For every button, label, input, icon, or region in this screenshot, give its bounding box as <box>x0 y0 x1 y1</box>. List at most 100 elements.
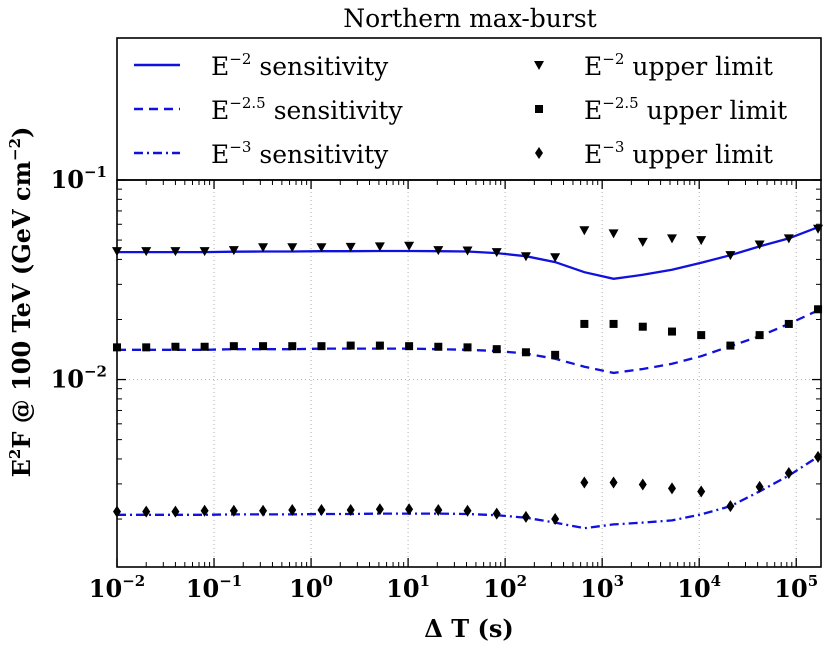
marker-triangle <box>608 229 619 239</box>
marker-diamond <box>784 467 793 480</box>
marker-diamond <box>200 504 209 517</box>
y-tick-label: 10−1 <box>51 163 107 194</box>
marker-triangle <box>228 246 239 256</box>
marker-triangle <box>462 246 473 256</box>
marker-square <box>638 322 647 331</box>
marker-square <box>551 350 560 359</box>
marker-square <box>521 348 530 357</box>
legend-label-e2-sensitivity: E−2 sensitivity <box>211 50 389 81</box>
legend: E−2 sensitivity E−2.5 sensitivity E−3 sensi… <box>134 50 787 169</box>
marker-triangle <box>783 234 794 244</box>
x-tick-label: 100 <box>289 572 333 603</box>
marker-square <box>492 345 501 354</box>
marker-square <box>405 342 414 351</box>
marker-square <box>434 342 443 351</box>
legend-marker-diamond <box>535 147 543 159</box>
x-tick-label: 102 <box>483 572 527 603</box>
x-tick-label: 104 <box>677 572 721 603</box>
y-tick-labels: 10−1 10−2 <box>51 163 107 394</box>
legend-marker-square <box>535 105 543 113</box>
x-tick-label: 10−2 <box>89 572 145 603</box>
legend-label-e2-upper-limit: E−2 upper limit <box>584 50 773 81</box>
marker-diamond <box>667 482 676 495</box>
marker-diamond <box>609 476 618 489</box>
marker-triangle <box>404 241 415 251</box>
legend-label-e3-sensitivity: E−3 sensitivity <box>211 138 389 169</box>
marker-triangle <box>199 247 210 257</box>
marker-square <box>784 319 793 328</box>
marker-triangle <box>754 240 765 250</box>
marker-diamond <box>317 503 326 516</box>
marker-triangle <box>433 246 444 256</box>
marker-diamond <box>142 505 151 518</box>
plot-frame <box>116 179 822 568</box>
legend-label-e25-sensitivity: E−2.5 sensitivity <box>211 94 403 125</box>
marker-triangle <box>637 237 648 247</box>
marker-triangle <box>491 248 502 258</box>
legend-marker-triangle <box>534 61 544 70</box>
marker-diamond <box>288 503 297 516</box>
legend-label-e25-upper-limit: E−2.5 upper limit <box>584 94 787 125</box>
legend-label-e3-upper-limit: E−3 upper limit <box>584 138 773 169</box>
marker-triangle <box>725 251 736 261</box>
chart-title: Northern max-burst <box>343 4 596 33</box>
marker-square <box>463 343 472 352</box>
marker-triangle <box>258 243 269 253</box>
marker-square <box>142 343 151 352</box>
marker-triangle <box>141 247 152 257</box>
x-tick-label: 105 <box>774 572 818 603</box>
marker-diamond <box>521 510 530 523</box>
marker-diamond <box>463 504 472 517</box>
x-tick-labels: 10−2 10−1 100 101 102 103 104 105 <box>89 572 818 603</box>
marker-square <box>609 319 618 328</box>
marker-square <box>288 342 297 351</box>
x-axis-label: Δ T (s) <box>424 614 513 643</box>
marker-diamond <box>405 503 414 516</box>
marker-diamond <box>580 476 589 489</box>
marker-diamond <box>375 503 384 516</box>
marker-diamond <box>229 504 238 517</box>
marker-diamond <box>346 503 355 516</box>
marker-diamond <box>492 507 501 520</box>
marker-triangle <box>287 243 298 253</box>
marker-triangle <box>316 243 327 253</box>
marker-square <box>697 331 706 340</box>
marker-diamond <box>434 503 443 516</box>
marker-diamond <box>638 478 647 491</box>
marker-triangle <box>520 252 531 262</box>
marker-square <box>726 341 735 350</box>
marker-square <box>317 342 326 351</box>
marker-square <box>755 331 764 340</box>
x-tick-label: 10−1 <box>186 572 242 603</box>
marker-diamond <box>171 505 180 518</box>
marker-triangle <box>696 236 707 246</box>
marker-square <box>229 342 238 351</box>
marker-triangle <box>550 253 561 263</box>
marker-triangle <box>374 242 385 252</box>
marker-square <box>200 342 209 351</box>
marker-square <box>667 327 676 336</box>
marker-square <box>814 305 823 314</box>
marker-triangle <box>666 234 677 244</box>
marker-square <box>171 342 180 351</box>
marker-square <box>580 319 589 328</box>
marker-diamond <box>259 504 268 517</box>
y-axis-label: E2F @ 100 TeV (GeV cm−2) <box>6 127 36 478</box>
marker-square <box>346 341 355 350</box>
marker-square <box>375 341 384 350</box>
x-tick-label: 103 <box>580 572 624 603</box>
marker-triangle <box>579 226 590 236</box>
marker-diamond <box>755 480 764 493</box>
marker-triangle <box>345 242 356 252</box>
y-tick-label: 10−2 <box>51 363 107 394</box>
marker-diamond <box>697 485 706 498</box>
legend-box <box>116 37 822 181</box>
marker-square <box>259 342 268 351</box>
x-tick-label: 101 <box>386 572 430 603</box>
marker-diamond <box>814 450 823 463</box>
marker-triangle <box>170 247 181 257</box>
marker-diamond <box>726 500 735 513</box>
marker-diamond <box>551 513 560 526</box>
ticks <box>116 179 821 567</box>
